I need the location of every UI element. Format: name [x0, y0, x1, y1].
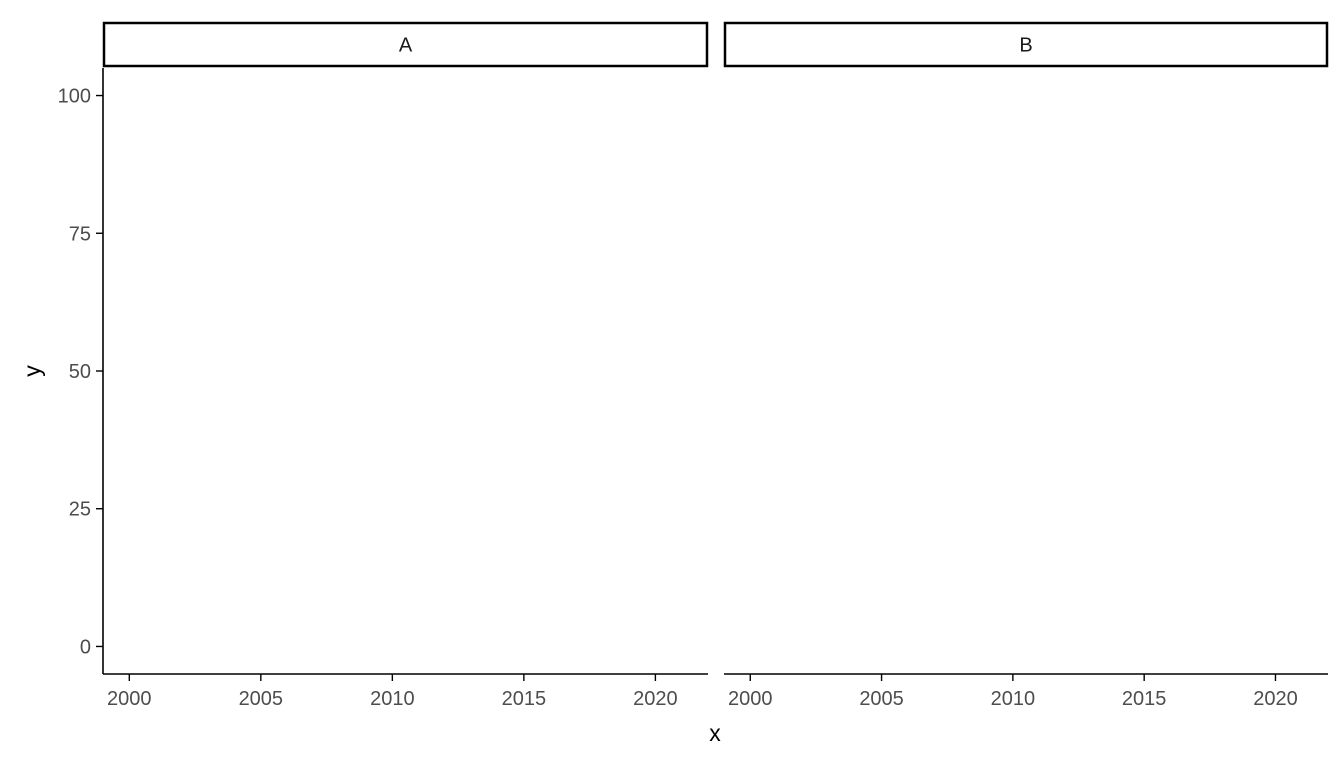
y-axis: 0 25 50 75 100 — [58, 68, 104, 674]
y-tick-label: 75 — [69, 223, 91, 245]
x-tick-label: 2010 — [370, 688, 415, 710]
facet-panel-a: A 2000 2005 2010 2015 2020 — [102, 21, 709, 710]
x-tick-label: 2000 — [728, 688, 773, 710]
y-tick-label: 0 — [80, 636, 91, 658]
x-axis-title: x — [709, 720, 721, 746]
facet-strip-label: A — [399, 35, 413, 57]
facet-panel-b: B 2000 2005 2010 2015 2020 — [723, 21, 1329, 710]
x-tick-label: 2015 — [1122, 688, 1167, 710]
facets-layer: A 2000 2005 2010 2015 2020 B 2000 2005 2010 2015 20… — [102, 21, 1329, 710]
x-tick-label: 2015 — [502, 688, 547, 710]
x-tick-label: 2005 — [239, 688, 284, 710]
x-tick-label: 2020 — [633, 688, 678, 710]
y-tick-label: 25 — [69, 499, 91, 521]
y-axis-title: y — [19, 365, 45, 377]
facet-strip — [723, 21, 1329, 68]
facet-strip-label: B — [1019, 35, 1032, 57]
y-tick-label: 100 — [58, 86, 91, 108]
x-tick-label: 2000 — [107, 688, 152, 710]
facet-strip — [102, 21, 709, 68]
x-tick-label: 2005 — [859, 688, 904, 710]
x-tick-label: 2010 — [991, 688, 1036, 710]
x-tick-label: 2020 — [1253, 688, 1298, 710]
y-tick-label: 50 — [69, 361, 91, 383]
